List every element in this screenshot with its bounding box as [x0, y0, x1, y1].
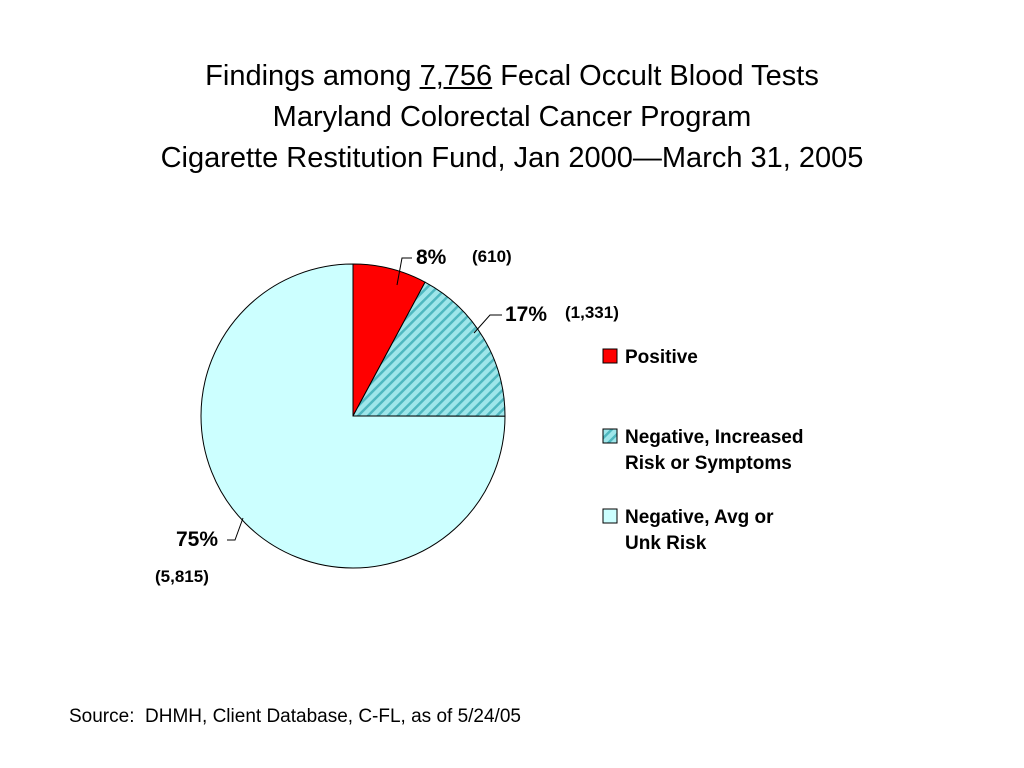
pie-slice-negative-increased-risk-or-symptoms: [352, 281, 506, 417]
chart-title: Findings among 7,756 Fecal Occult Blood …: [0, 56, 1024, 179]
legend-label: Positive: [625, 347, 698, 368]
title-line-1: Findings among 7,756 Fecal Occult Blood …: [0, 56, 1024, 97]
legend-label: Negative, Increased: [625, 427, 803, 448]
title-test-count: 7,756: [419, 60, 493, 92]
slice-percent-label: 17%: [505, 303, 547, 326]
source-note: Source: DHMH, Client Database, C-FL, as …: [69, 706, 521, 727]
legend: Positive Negative, Increased Risk or Sympt…: [602, 347, 803, 554]
leader-line: [227, 517, 244, 541]
title-prefix: Findings among: [205, 60, 420, 92]
legend-label: Negative, Avg or: [625, 507, 774, 528]
slice-count-label: (610): [472, 247, 512, 266]
title-suffix: Fecal Occult Blood Tests: [492, 60, 819, 92]
slice-count-label: (1,331): [565, 303, 619, 322]
slice-percent-label: 75%: [176, 528, 218, 551]
legend-label: Unk Risk: [625, 533, 707, 554]
leader-line: [473, 314, 502, 334]
pie-slice-negative-avg-or-unk-risk: [200, 263, 506, 569]
slice-labels: 8% (610) 17% (1,331) 75% (5,815): [155, 246, 619, 586]
leader-lines: [227, 257, 502, 541]
leader-line: [396, 257, 412, 286]
slice-count-label: (5,815): [155, 567, 209, 586]
pie-slices: [200, 263, 506, 569]
legend-swatch-negative-increased-risk-or-symptoms: [602, 428, 618, 444]
legend-label: Risk or Symptoms: [625, 453, 792, 474]
title-line-3: Cigarette Restitution Fund, Jan 2000—Mar…: [160, 142, 864, 174]
slice-percent-label: 8%: [416, 246, 447, 269]
title-line-2: Maryland Colorectal Cancer Program: [272, 101, 752, 133]
legend-swatch-positive: [602, 348, 618, 364]
legend-swatch-negative-avg-or-unk-risk: [602, 508, 618, 524]
